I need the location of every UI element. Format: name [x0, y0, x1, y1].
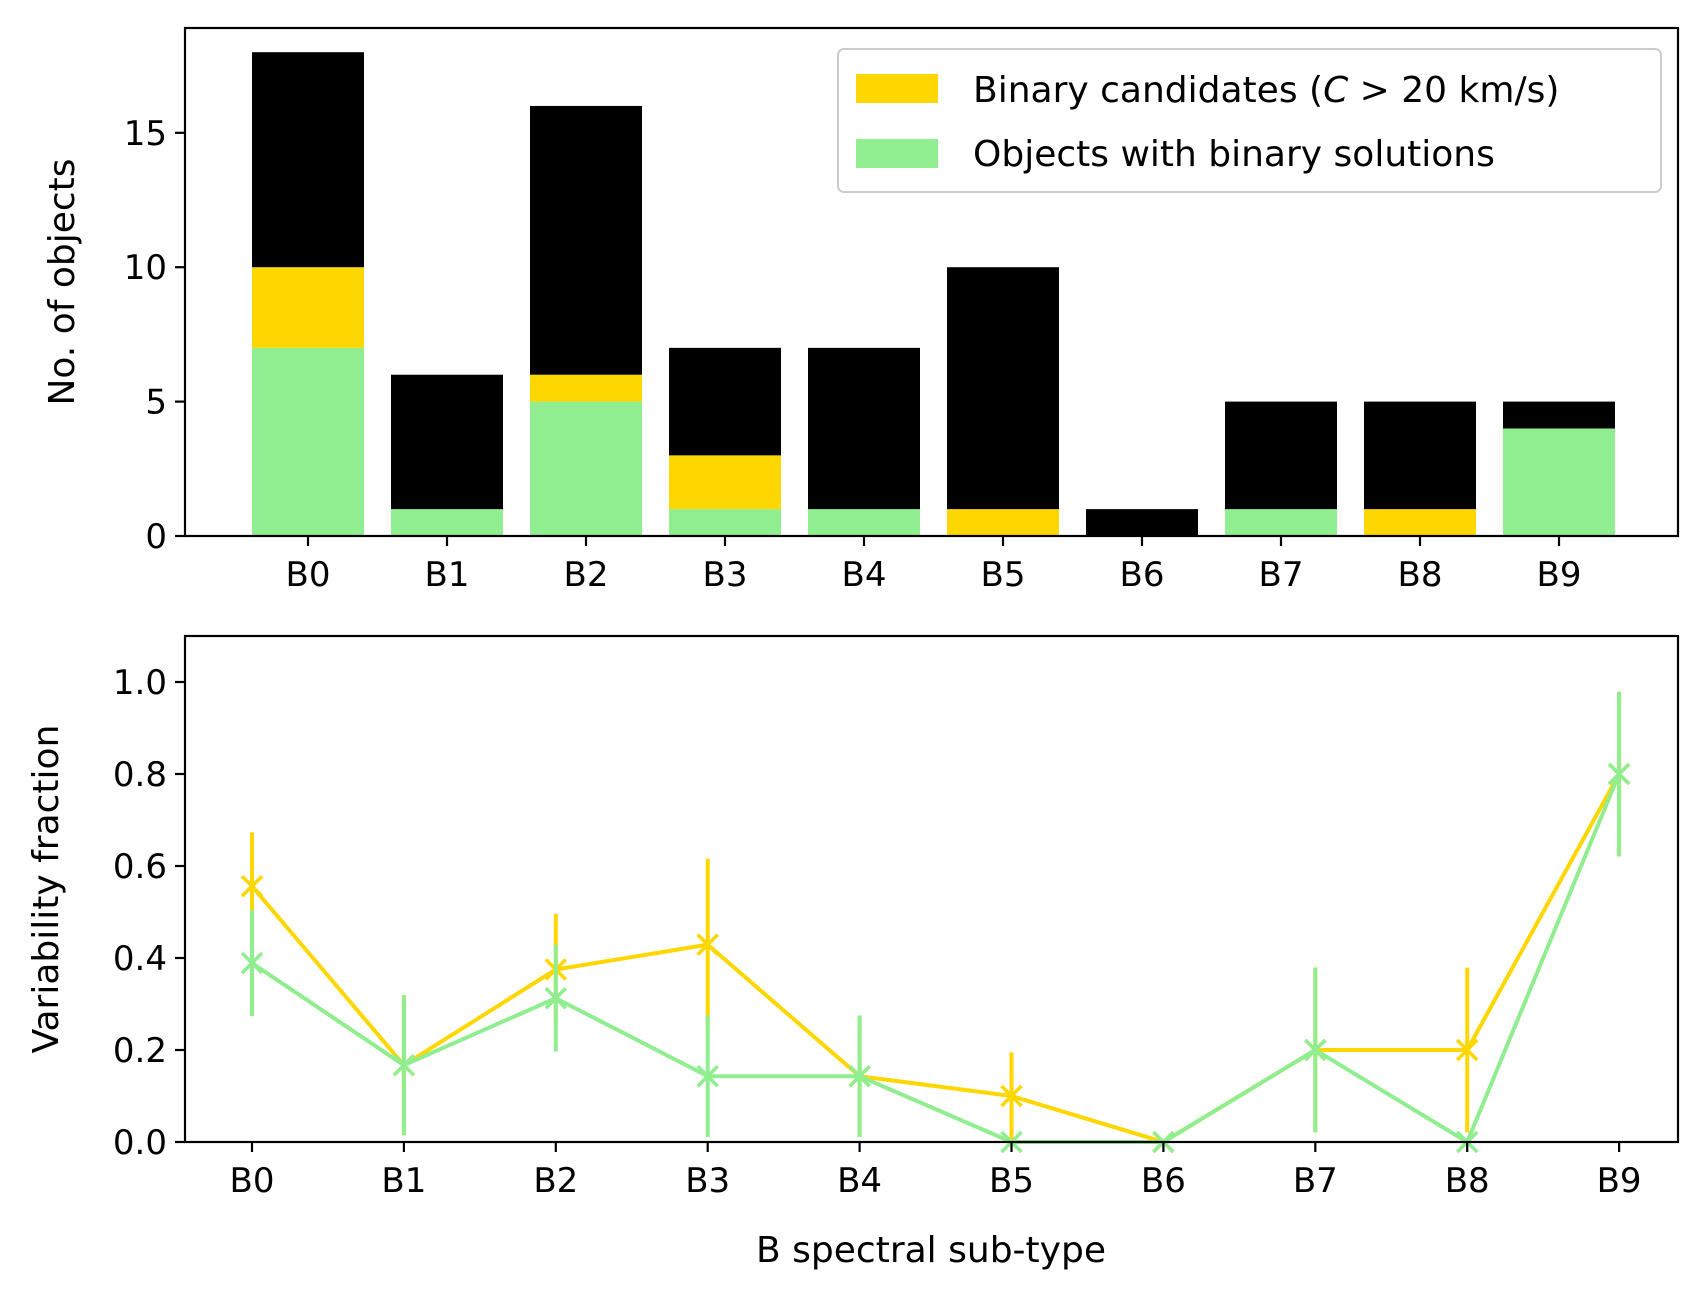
legend-swatch-candidates — [856, 74, 938, 103]
legend-label-candidates: Binary candidates (C > 20 km/s) — [973, 70, 1559, 111]
data-point-marker — [392, 1053, 416, 1077]
y-tick-label: 5 — [145, 383, 167, 423]
bar-segment — [391, 509, 503, 536]
bar-segment — [947, 267, 1059, 510]
x-tick-label: B7 — [1293, 1161, 1338, 1201]
x-tick-label: B0 — [286, 555, 331, 595]
data-point-marker — [848, 1064, 871, 1088]
bar-segment — [252, 347, 364, 536]
x-tick-label: B3 — [685, 1161, 730, 1201]
data-point-marker — [1000, 1084, 1023, 1108]
bar-segment — [530, 374, 642, 402]
plot-frame — [183, 634, 1680, 1144]
x-tick-label: B9 — [1537, 555, 1582, 595]
bar-segment — [1503, 401, 1615, 429]
bar-segment — [947, 509, 1059, 536]
x-tick-label: B1 — [381, 1161, 426, 1201]
bar-segment — [669, 455, 781, 510]
legend-label-variable: C — [1323, 70, 1349, 111]
data-point-marker — [696, 933, 719, 956]
bar-segment — [530, 105, 642, 375]
x-tick-label: B2 — [533, 1161, 578, 1201]
legend: Binary candidates (C > 20 km/s) Objects … — [837, 48, 1662, 193]
data-point-marker — [544, 987, 568, 1010]
x-tick-label: B4 — [842, 555, 887, 595]
series-line — [250, 773, 1621, 1144]
y-tick-label: 0.6 — [113, 847, 167, 887]
x-tick-label: B3 — [703, 555, 748, 595]
data-point-marker — [240, 951, 264, 975]
legend-box — [837, 48, 1662, 193]
y-tick-label: 0.0 — [113, 1123, 167, 1163]
x-axis-ticks: B0 B1 B2 B3 B4 B5 B6 B7 B8 B9 — [286, 536, 1582, 595]
bar-segment — [808, 347, 920, 510]
bar-segment — [669, 347, 781, 456]
bar-group — [252, 52, 1615, 536]
bar-chart-panel: 0 5 10 15 B0 B1 B2 B3 B4 B5 B6 B7 B8 B9 No. of objec… — [42, 26, 1680, 595]
x-tick-label: B8 — [1398, 555, 1443, 595]
y-tick-label: 10 — [124, 248, 167, 288]
data-point-marker — [1304, 1038, 1327, 1062]
x-tick-label: B2 — [564, 555, 609, 595]
bar-segment — [1364, 509, 1476, 536]
bar-segment — [530, 401, 642, 536]
bar-segment — [1086, 509, 1198, 536]
x-tick-label: B1 — [425, 555, 470, 595]
y-tick-label: 0.8 — [113, 755, 167, 795]
y-axis-title: No. of objects — [42, 158, 83, 405]
bar-segment — [391, 374, 503, 510]
x-tick-label: B9 — [1597, 1161, 1642, 1201]
y-tick-label: 1.0 — [113, 663, 167, 703]
legend-label-suffix: > 20 km/s) — [1348, 70, 1559, 111]
bar-segment — [252, 52, 364, 268]
x-tick-label: B8 — [1445, 1161, 1490, 1201]
x-tick-label: B5 — [981, 555, 1026, 595]
x-axis-title: B spectral sub-type — [756, 1230, 1106, 1271]
y-axis-ticks: 0.0 0.2 0.4 0.6 0.8 1.0 — [113, 663, 185, 1163]
legend-label-solutions: Objects with binary solutions — [973, 134, 1495, 175]
y-tick-label: 0.4 — [113, 939, 167, 979]
bar-segment — [808, 509, 920, 536]
x-tick-label: B0 — [230, 1161, 275, 1201]
y-tick-label: 15 — [124, 114, 167, 154]
x-tick-label: B5 — [989, 1161, 1034, 1201]
data-point-marker — [696, 1064, 719, 1088]
data-point-marker — [1455, 1038, 1479, 1062]
x-tick-label: B6 — [1120, 555, 1165, 595]
series-group — [240, 691, 1631, 1154]
legend-swatch-solutions — [856, 139, 938, 168]
y-axis-title: Variability fraction — [26, 725, 67, 1054]
legend-label-prefix: Binary candidates ( — [973, 70, 1323, 111]
bar-segment — [252, 267, 364, 348]
data-point-marker — [240, 875, 264, 898]
x-axis-ticks: B0 B1 B2 B3 B4 B5 B6 B7 B8 B9 — [230, 1142, 1642, 1201]
bar-segment — [1364, 401, 1476, 510]
bar-segment — [669, 509, 781, 536]
line-chart-panel: 0.00.20.40.60.81.0 B0 B1 B2 B3 B4 B5 B6 B7 B8 B9 … — [26, 634, 1680, 1271]
bar-segment — [1503, 428, 1615, 536]
bar-segment — [1225, 509, 1337, 536]
x-tick-label: B4 — [837, 1161, 882, 1201]
series-group — [240, 691, 1631, 1154]
y-axis-ticks: 0 5 10 15 — [124, 114, 185, 557]
line-group — [240, 691, 1631, 1154]
y-tick-label: 0 — [145, 517, 167, 557]
series-line — [250, 773, 1621, 1144]
x-tick-label: B6 — [1141, 1161, 1186, 1201]
x-tick-label: B7 — [1259, 555, 1304, 595]
data-point-marker — [1607, 762, 1631, 786]
y-tick-label: 0.2 — [113, 1031, 167, 1071]
bar-segment — [1225, 401, 1337, 510]
plot-frame — [183, 26, 1680, 538]
